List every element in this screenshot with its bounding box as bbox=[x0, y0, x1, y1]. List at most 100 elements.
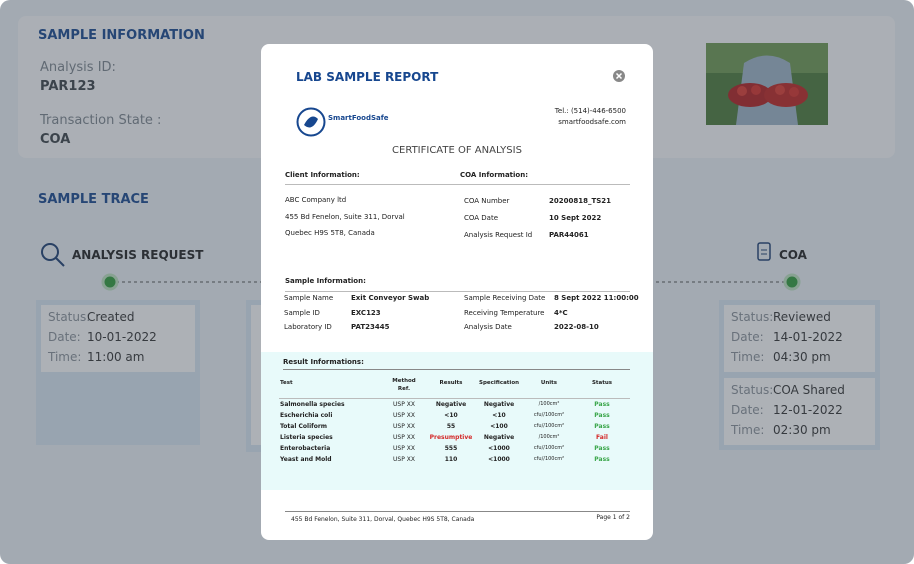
contact-tel: Tel.: (514)-446-6500 bbox=[554, 107, 626, 115]
result-cell: USP XX bbox=[393, 434, 415, 441]
field-label: Analysis Date bbox=[464, 323, 512, 331]
result-cell: <1000 bbox=[488, 456, 510, 463]
result-cell: <100 bbox=[490, 423, 508, 430]
field-label: Status: bbox=[731, 383, 774, 397]
field-label: Date: bbox=[731, 330, 764, 344]
section-title: SAMPLE TRACE bbox=[38, 192, 149, 207]
trace-card bbox=[724, 305, 875, 372]
field-value: Exit Conveyor Swab bbox=[351, 294, 430, 302]
result-cell: USP XX bbox=[393, 412, 415, 419]
divider bbox=[285, 291, 630, 292]
field-value: PAR44061 bbox=[549, 231, 589, 239]
field-label: Status: bbox=[48, 310, 91, 324]
field-value: Reviewed bbox=[773, 310, 831, 324]
sample-photo bbox=[706, 43, 828, 125]
result-cell: Pass bbox=[594, 401, 610, 408]
result-cell: Pass bbox=[594, 423, 610, 430]
column-header: Results bbox=[439, 380, 463, 386]
result-cell: Pass bbox=[594, 445, 610, 452]
result-cell: 55 bbox=[446, 423, 456, 430]
result-cell: cfu//100cm² bbox=[533, 423, 565, 429]
subsection-title: Client Information: bbox=[285, 171, 360, 179]
field-label: Time: bbox=[48, 350, 82, 364]
result-cell: Pass bbox=[594, 412, 610, 419]
trace-card bbox=[724, 378, 875, 445]
field-value: PAT23445 bbox=[351, 323, 390, 331]
client-line: ABC Company ltd bbox=[285, 196, 347, 204]
subsection-title: Result Informations: bbox=[283, 358, 364, 366]
modal-title: LAB SAMPLE REPORT bbox=[296, 70, 439, 84]
result-cell: Fail bbox=[596, 434, 608, 441]
field-label: Time: bbox=[731, 423, 765, 437]
result-cell: Pass bbox=[594, 456, 610, 463]
field-label: Laboratory ID bbox=[284, 323, 332, 331]
label: Analysis ID: bbox=[40, 60, 116, 75]
result-cell: 110 bbox=[444, 456, 458, 463]
close-button[interactable] bbox=[612, 69, 626, 83]
trace-step-title: COA bbox=[779, 248, 807, 262]
result-cell: USP XX bbox=[393, 423, 415, 430]
column-header: Status bbox=[591, 380, 613, 386]
label: Transaction State : bbox=[40, 113, 162, 128]
field-label: Time: bbox=[731, 350, 765, 364]
field-value: 14-01-2022 bbox=[773, 330, 843, 344]
value: PAR123 bbox=[40, 79, 96, 94]
result-cell: Presumptive bbox=[429, 434, 473, 441]
results-section bbox=[261, 352, 653, 490]
field-label: Receiving Temperature bbox=[464, 308, 545, 317]
lab-report-modal: LAB SAMPLE REPORT SmartFoodSafe Tel.: (5… bbox=[261, 44, 653, 540]
column-header: Specification bbox=[478, 380, 520, 386]
result-cell: Negative bbox=[435, 401, 467, 408]
field-value: 04:30 pm bbox=[773, 350, 831, 364]
result-cell: USP XX bbox=[393, 456, 415, 463]
column-header: Test bbox=[280, 380, 293, 386]
contact-web: smartfoodsafe.com bbox=[558, 118, 626, 126]
field-label: Sample Name bbox=[284, 294, 334, 302]
field-value: 10 Sept 2022 bbox=[549, 214, 602, 222]
document-heading: CERTIFICATE OF ANALYSIS bbox=[392, 145, 522, 156]
result-cell: /100cm² bbox=[538, 401, 560, 407]
field-label: Analysis Request Id bbox=[464, 231, 533, 239]
field-label: Date: bbox=[48, 330, 81, 344]
logo-icon bbox=[296, 107, 326, 137]
column-header: Method Ref. bbox=[392, 378, 416, 392]
result-cell: cfu//100cm² bbox=[533, 412, 565, 418]
divider bbox=[279, 398, 630, 399]
field-value: 12-01-2022 bbox=[773, 403, 843, 417]
subsection-title: Sample Information: bbox=[285, 277, 366, 285]
result-cell: cfu//100cm² bbox=[533, 445, 565, 451]
field-label: Sample ID bbox=[284, 308, 320, 317]
field-value: 10-01-2022 bbox=[87, 330, 157, 344]
field-value: 4*C bbox=[554, 308, 568, 317]
result-cell: /100cm² bbox=[538, 434, 560, 440]
logo-text: SmartFoodSafe bbox=[328, 114, 389, 122]
field-label: Date: bbox=[731, 403, 764, 417]
field-value: 8 Sept 2022 11:00:00 bbox=[554, 294, 639, 302]
result-cell: <10 bbox=[444, 412, 458, 419]
field-value: 20200818_TS21 bbox=[549, 197, 612, 205]
client-line: Quebec H9S 5T8, Canada bbox=[285, 229, 375, 237]
result-cell: USP XX bbox=[393, 445, 415, 452]
result-cell: <10 bbox=[492, 412, 506, 419]
section-title: SAMPLE INFORMATION bbox=[38, 28, 205, 43]
column-header: Units bbox=[540, 380, 558, 386]
divider bbox=[285, 184, 630, 185]
field-label: Status: bbox=[731, 310, 774, 324]
footer-page: Page 1 of 2 bbox=[596, 514, 630, 521]
field-label: Sample Receiving Date bbox=[464, 294, 546, 302]
subsection-title: COA Information: bbox=[460, 171, 529, 179]
client-line: 455 Bd Fenelon, Suite 311, Dorval bbox=[285, 212, 405, 221]
trace-card bbox=[41, 305, 195, 372]
footer-address: 455 Bd Fenelon, Suite 311, Dorval, Quebe… bbox=[291, 516, 475, 523]
divider bbox=[283, 369, 630, 370]
result-cell: Total Coliform bbox=[280, 423, 328, 430]
result-cell: Negative bbox=[483, 401, 515, 408]
result-cell: USP XX bbox=[393, 401, 415, 408]
result-cell: <1000 bbox=[488, 445, 510, 452]
result-cell: Enterobacteria bbox=[280, 445, 331, 452]
divider bbox=[285, 511, 630, 512]
result-cell: cfu//100cm² bbox=[533, 456, 565, 462]
field-value: 2022-08-10 bbox=[554, 323, 599, 331]
